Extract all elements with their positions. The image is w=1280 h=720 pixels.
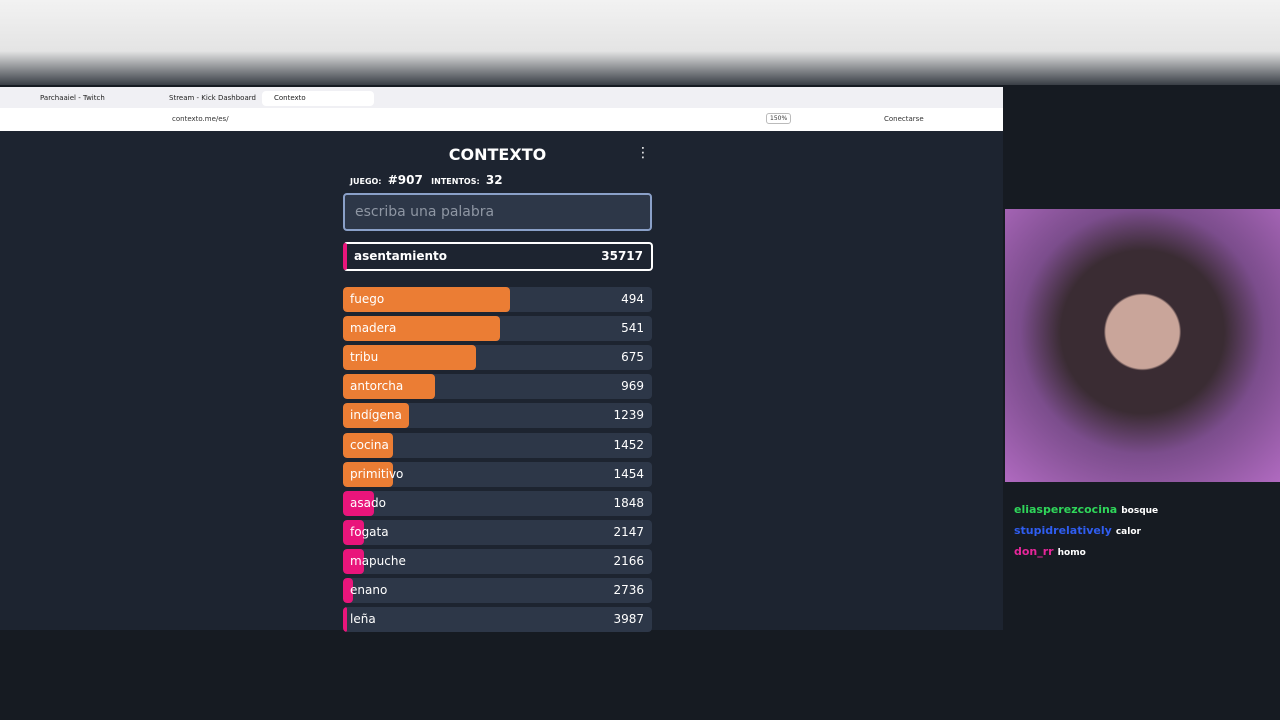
- closeness-bar: [343, 374, 436, 400]
- chat-message: stupidrelatively calor: [1014, 521, 1158, 542]
- closeness-bar: [343, 519, 365, 545]
- rank: 494: [621, 292, 644, 306]
- word: fuego: [350, 292, 385, 306]
- webcam: [1005, 209, 1280, 482]
- rank: 1454: [613, 466, 644, 481]
- message: bosque: [1121, 506, 1159, 516]
- closeness-bar: [343, 607, 347, 633]
- rank: 541: [621, 321, 644, 336]
- guess-row: cocina 1452: [343, 432, 652, 458]
- guess-row: tribu 675: [343, 345, 652, 371]
- word: asado: [350, 495, 386, 510]
- rank: 2166: [613, 553, 644, 568]
- closeness-bar: [343, 432, 394, 458]
- rank: 1239: [613, 408, 644, 423]
- rank: 2736: [613, 583, 644, 597]
- account-button[interactable]: Conectarse: [884, 115, 924, 123]
- guess-row: indígena 1239: [343, 403, 652, 429]
- contexto-page: CONTEXTO ⋮ JUEGO: #907 INTENTOS: 32 escr…: [0, 131, 1003, 633]
- tab[interactable]: Stream - Kick Dashboard: [169, 94, 256, 102]
- last-guess: asentamiento 35717: [343, 242, 653, 271]
- rank: 675: [621, 350, 644, 365]
- rank: 2147: [613, 524, 644, 539]
- menu[interactable]: ⋮: [636, 145, 650, 161]
- message: calor: [1115, 527, 1141, 537]
- word: cocina: [350, 437, 389, 452]
- word-input[interactable]: escriba una palabra: [343, 193, 652, 231]
- guess-row: madera 541: [343, 316, 652, 342]
- message: homo: [1057, 548, 1086, 558]
- rank: 969: [621, 379, 644, 394]
- guess-row: mapuche 2166: [343, 548, 652, 574]
- closeness-bar: [343, 403, 409, 429]
- closeness-bar: [343, 461, 394, 487]
- guess-row: enano 2736: [343, 578, 652, 603]
- tab-bar: Parchaaiel - Twitch Stream - Kick Dashbo…: [0, 87, 1003, 108]
- word: primitivo: [350, 466, 404, 481]
- zoom[interactable]: 150%: [766, 113, 792, 124]
- rank: 1452: [613, 437, 644, 452]
- guess-row: antorcha 969: [343, 374, 652, 400]
- closeness-bar: [343, 316, 501, 342]
- blurred-background: [0, 0, 1280, 85]
- closeness-bar: [343, 287, 510, 312]
- tab[interactable]: Parchaaiel - Twitch: [40, 94, 105, 102]
- chat-message: eliasperezcocina bosque: [1014, 500, 1158, 521]
- rank: 3987: [613, 612, 644, 627]
- username[interactable]: stupidrelatively: [1014, 524, 1112, 537]
- title: CONTEXTO: [448, 145, 547, 164]
- word: leña: [350, 612, 376, 627]
- closeness-bar: [343, 578, 354, 603]
- address-bar: contexto.me/es/ 150% Conectarse: [0, 108, 1003, 132]
- attempts: 32: [485, 173, 503, 187]
- word: madera: [350, 321, 397, 336]
- label: INTENTOS:: [431, 177, 480, 186]
- chat: eliasperezcocina bosque stupidrelatively ca…: [1014, 500, 1158, 563]
- word: antorcha: [350, 379, 404, 394]
- rank: 35717: [601, 249, 643, 263]
- username[interactable]: don_rr: [1014, 545, 1054, 558]
- word: fogata: [350, 524, 389, 539]
- word: asentamiento: [354, 249, 448, 263]
- word: enano: [350, 583, 388, 597]
- word: mapuche: [350, 553, 406, 568]
- chat-message: don_rr homo: [1014, 542, 1158, 563]
- guess-row: primitivo 1454: [343, 461, 652, 487]
- word: indígena: [350, 408, 402, 423]
- label: JUEGO:: [350, 177, 382, 186]
- game-number: #907: [387, 173, 423, 187]
- closeness-bar: [343, 345, 476, 371]
- guess-row: fogata 2147: [343, 519, 652, 545]
- closeness-bar: [343, 490, 374, 516]
- username[interactable]: eliasperezcocina: [1014, 503, 1118, 516]
- word: tribu: [350, 350, 379, 365]
- guess-row: fuego 494: [343, 287, 652, 312]
- closeness-bar: [343, 548, 364, 574]
- guess-row: leña 3987: [343, 607, 652, 633]
- game-info: JUEGO: #907 INTENTOS: 32: [350, 173, 503, 187]
- rank: 1848: [613, 495, 644, 510]
- url[interactable]: contexto.me/es/: [172, 115, 229, 123]
- tab[interactable]: Contexto: [262, 91, 374, 106]
- guess-row: asado 1848: [343, 490, 652, 516]
